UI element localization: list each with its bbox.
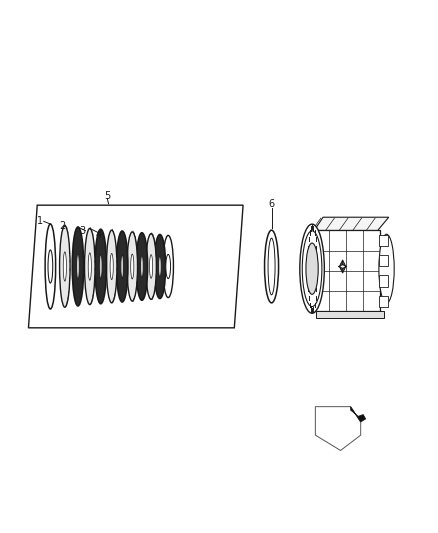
- FancyBboxPatch shape: [378, 276, 389, 287]
- Ellipse shape: [379, 234, 394, 303]
- Ellipse shape: [146, 233, 156, 300]
- Text: 2: 2: [59, 221, 65, 231]
- Text: 1: 1: [37, 216, 43, 227]
- Ellipse shape: [85, 229, 95, 304]
- Ellipse shape: [95, 229, 106, 304]
- Ellipse shape: [302, 231, 322, 306]
- Ellipse shape: [77, 254, 79, 279]
- Ellipse shape: [166, 254, 170, 279]
- Ellipse shape: [300, 224, 324, 313]
- Ellipse shape: [99, 254, 102, 279]
- Ellipse shape: [265, 230, 279, 303]
- Polygon shape: [316, 311, 385, 318]
- Ellipse shape: [88, 253, 92, 280]
- Polygon shape: [350, 407, 366, 422]
- Ellipse shape: [60, 226, 70, 307]
- Ellipse shape: [121, 255, 124, 278]
- Ellipse shape: [72, 227, 84, 306]
- Ellipse shape: [48, 250, 53, 283]
- Ellipse shape: [127, 232, 138, 301]
- Ellipse shape: [149, 255, 153, 278]
- Text: 3: 3: [79, 225, 85, 236]
- FancyBboxPatch shape: [378, 255, 389, 266]
- Text: 5: 5: [104, 191, 110, 201]
- Ellipse shape: [117, 231, 128, 302]
- Ellipse shape: [163, 236, 173, 297]
- FancyBboxPatch shape: [378, 235, 389, 246]
- Ellipse shape: [141, 255, 143, 278]
- Text: 4: 4: [95, 230, 102, 239]
- Ellipse shape: [106, 230, 117, 303]
- Ellipse shape: [154, 235, 166, 298]
- Ellipse shape: [268, 238, 275, 295]
- Text: 6: 6: [268, 199, 275, 209]
- FancyBboxPatch shape: [312, 230, 380, 311]
- Ellipse shape: [159, 256, 161, 277]
- Ellipse shape: [110, 253, 113, 280]
- Polygon shape: [314, 217, 389, 230]
- Ellipse shape: [131, 254, 134, 279]
- Ellipse shape: [63, 252, 67, 281]
- FancyBboxPatch shape: [378, 296, 389, 307]
- Ellipse shape: [45, 224, 56, 309]
- Ellipse shape: [136, 233, 148, 300]
- Ellipse shape: [306, 243, 318, 294]
